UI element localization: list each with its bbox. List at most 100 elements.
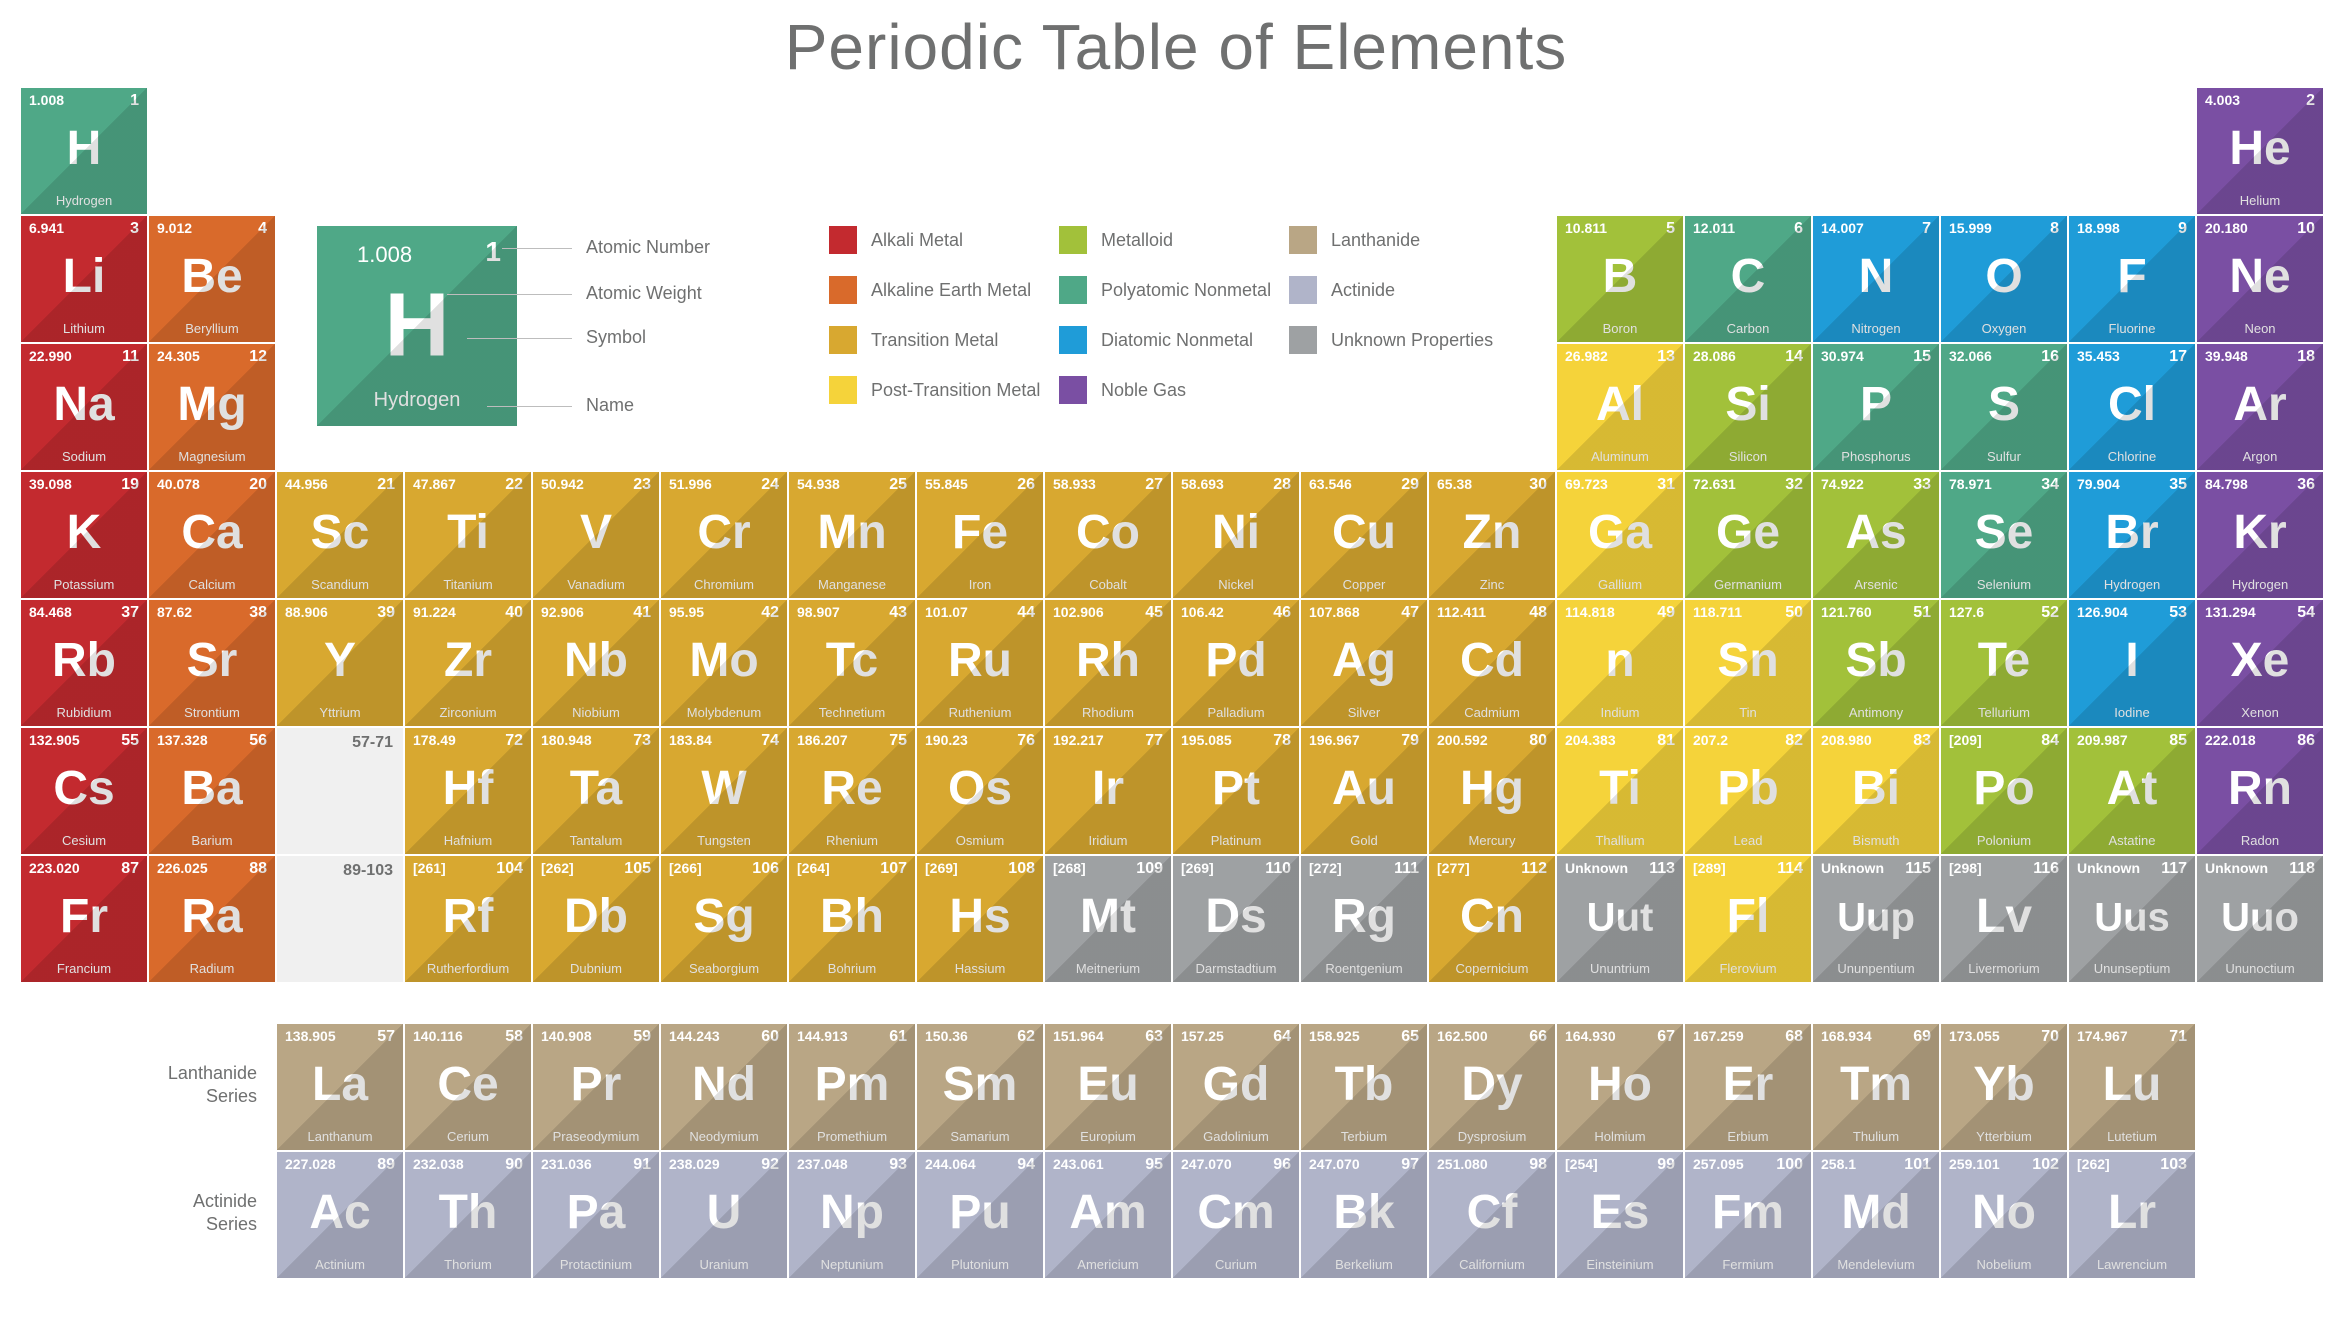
element-name: Astatine — [2069, 833, 2195, 848]
element-uuo: Unknown118UuoUnunoctium — [2197, 856, 2323, 982]
element-th: 232.03890ThThorium — [405, 1152, 531, 1278]
element-symbol: Au — [1332, 765, 1396, 813]
element-ir: 192.21777IrIridium — [1045, 728, 1171, 854]
element-name: Praseodymium — [533, 1129, 659, 1144]
element-sr: 87.6238SrStrontium — [149, 600, 275, 726]
atomic-mass: 78.971 — [1949, 476, 1992, 492]
element-symbol: He — [2229, 125, 2290, 173]
element-name: Actinium — [277, 1257, 403, 1272]
atomic-mass: 54.938 — [797, 476, 840, 492]
element-symbol: Xe — [2231, 637, 2290, 685]
atomic-mass: 32.066 — [1949, 348, 1992, 364]
atomic-number: 116 — [2033, 860, 2059, 878]
range-placeholder: 57-71 — [277, 728, 403, 854]
element-pd: 106.4246PdPalladium — [1173, 600, 1299, 726]
element-name: Fluorine — [2069, 321, 2195, 336]
element-hs: [269]108HsHassium — [917, 856, 1043, 982]
atomic-mass: 180.948 — [541, 732, 592, 748]
element-symbol: Uut — [1587, 897, 1654, 937]
atomic-mass: 28.086 — [1693, 348, 1736, 364]
element-name: Technetium — [789, 705, 915, 720]
atomic-mass: 58.933 — [1053, 476, 1096, 492]
element-symbol: Fm — [1712, 1189, 1784, 1237]
atomic-number: 78 — [1273, 732, 1291, 750]
element-fl: [289]114FlFlerovium — [1685, 856, 1811, 982]
atomic-number: 102 — [2032, 1156, 2059, 1174]
atomic-mass: 6.941 — [29, 220, 64, 236]
atomic-number: 113 — [1649, 860, 1675, 878]
element-name: Yttrium — [277, 705, 403, 720]
key-leader-line — [502, 248, 572, 249]
legend-item-alkaline: Alkaline Earth Metal — [829, 276, 1031, 304]
element-name: Tungsten — [661, 833, 787, 848]
legend-swatch — [829, 226, 857, 254]
atomic-number: 106 — [752, 860, 779, 878]
element-name: Gadolinium — [1173, 1129, 1299, 1144]
atomic-mass: 158.925 — [1309, 1028, 1360, 1044]
atomic-mass: 114.818 — [1565, 604, 1615, 620]
atomic-mass: 259.101 — [1949, 1156, 2000, 1172]
element-ne: 20.18010NeNeon — [2197, 216, 2323, 342]
element-name: Americium — [1045, 1257, 1171, 1272]
atomic-mass: 144.913 — [797, 1028, 848, 1044]
atomic-number: 95 — [1145, 1156, 1163, 1174]
atomic-mass: 72.631 — [1693, 476, 1736, 492]
atomic-mass: 151.964 — [1053, 1028, 1104, 1044]
key-leader-line — [447, 294, 572, 295]
element-symbol: Tb — [1335, 1061, 1394, 1109]
atomic-number: 48 — [1529, 604, 1547, 622]
sample-name: Hydrogen — [317, 389, 517, 412]
element-symbol: Lv — [1976, 893, 2032, 941]
element-u: 238.02992UUranium — [661, 1152, 787, 1278]
element-name: Rutherfordium — [405, 961, 531, 976]
element-name: Cadmium — [1429, 705, 1555, 720]
atomic-mass: 39.098 — [29, 476, 72, 492]
legend-item-unknown: Unknown Properties — [1289, 326, 1493, 354]
element-name: Lutetium — [2069, 1129, 2195, 1144]
element-ti: 47.86722TiTitanium — [405, 472, 531, 598]
legend-label: Transition Metal — [871, 330, 998, 351]
atomic-number: 114 — [1777, 860, 1803, 878]
element-symbol: Fl — [1727, 893, 1770, 941]
element-rf: [261]104RfRutherfordium — [405, 856, 531, 982]
legend-swatch — [1289, 226, 1317, 254]
atomic-number: 44 — [1017, 604, 1035, 622]
element-f: 18.9989FFluorine — [2069, 216, 2195, 342]
element-name: Hydrogen — [21, 193, 147, 208]
element-symbol: Sg — [693, 893, 754, 941]
element-name: Neptunium — [789, 1257, 915, 1272]
atomic-number: 36 — [2297, 476, 2315, 494]
element-name: Iodine — [2069, 705, 2195, 720]
atomic-mass: 226.025 — [157, 860, 208, 876]
element-name: Bohrium — [789, 961, 915, 976]
element-symbol: Cl — [2108, 381, 2156, 429]
atomic-number: 29 — [1401, 476, 1419, 494]
element-la: 138.90557LaLanthanum — [277, 1024, 403, 1150]
element-name: Ununoctium — [2197, 961, 2323, 976]
atomic-number: 35 — [2169, 476, 2187, 494]
atomic-number: 77 — [1145, 732, 1163, 750]
element-co: 58.93327CoCobalt — [1045, 472, 1171, 598]
atomic-number: 49 — [1657, 604, 1675, 622]
element-y: 88.90639YYttrium — [277, 600, 403, 726]
element-name: Tin — [1685, 705, 1811, 720]
atomic-number: 30 — [1529, 476, 1547, 494]
atomic-mass: [254] — [1565, 1156, 1598, 1172]
range-text: 57-71 — [352, 734, 393, 752]
atomic-number: 16 — [2041, 348, 2059, 366]
element-name: Thulium — [1813, 1129, 1939, 1144]
element-ba: 137.32856BaBarium — [149, 728, 275, 854]
element-name: Selenium — [1941, 577, 2067, 592]
element-symbol: Re — [821, 765, 882, 813]
atomic-number: 19 — [121, 476, 139, 494]
element-name: Scandium — [277, 577, 403, 592]
atomic-number: 4 — [258, 220, 267, 238]
element-symbol: Ar — [2233, 381, 2286, 429]
atomic-mass: [262] — [541, 860, 574, 876]
element-db: [262]105DbDubnium — [533, 856, 659, 982]
element-as: 74.92233AsArsenic — [1813, 472, 1939, 598]
element-al: 26.98213AlAluminum — [1557, 344, 1683, 470]
element-w: 183.8474WTungsten — [661, 728, 787, 854]
element-pa: 231.03691PaProtactinium — [533, 1152, 659, 1278]
atomic-number: 65 — [1401, 1028, 1419, 1046]
